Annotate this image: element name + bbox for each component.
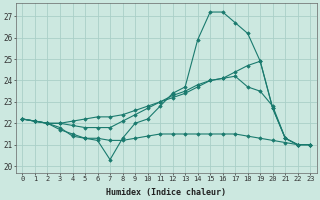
X-axis label: Humidex (Indice chaleur): Humidex (Indice chaleur) (106, 188, 226, 197)
